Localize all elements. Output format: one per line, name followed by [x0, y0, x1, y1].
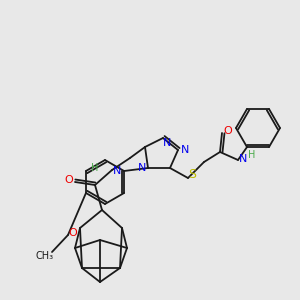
Text: N: N: [138, 163, 146, 173]
Text: CH₃: CH₃: [36, 251, 54, 261]
Text: H: H: [91, 163, 99, 173]
Text: N: N: [113, 166, 121, 176]
Text: O: O: [224, 126, 232, 136]
Text: S: S: [188, 169, 196, 182]
Text: N: N: [163, 138, 171, 148]
Text: N: N: [239, 154, 247, 164]
Text: N: N: [181, 145, 189, 155]
Text: O: O: [69, 228, 77, 238]
Text: H: H: [248, 150, 256, 160]
Text: O: O: [64, 175, 74, 185]
